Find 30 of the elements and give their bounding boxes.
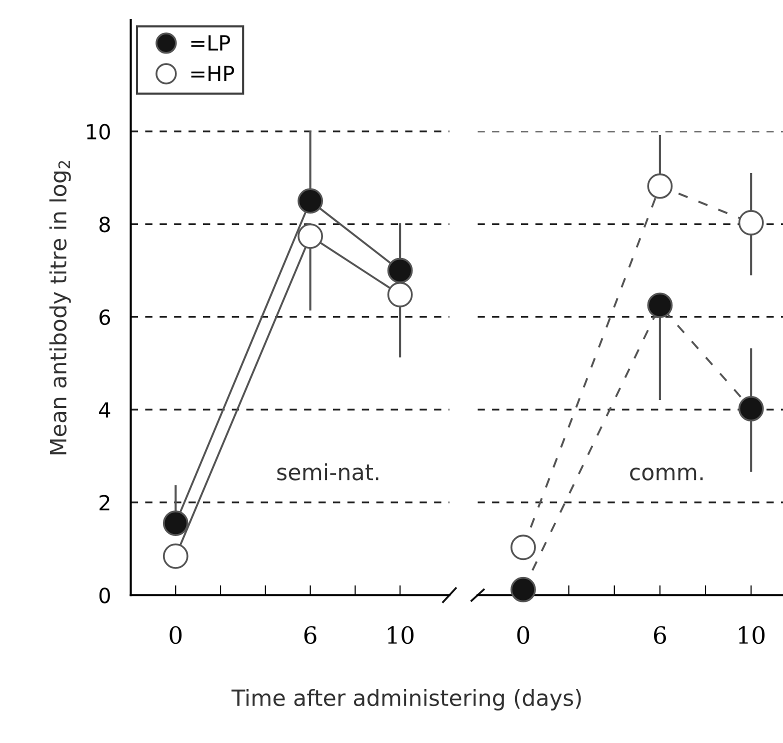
y-tick-label: 2: [100, 494, 110, 510]
point: [510, 576, 536, 602]
point: [298, 223, 324, 249]
legend-label: =HP: [191, 66, 234, 82]
y-tick-label: 4: [99, 402, 110, 418]
point: [647, 173, 673, 199]
x-tick-label: 10: [738, 626, 765, 644]
point: [738, 396, 764, 422]
y-tick-label: 8: [99, 216, 110, 232]
x-tick-label: 0: [170, 626, 182, 644]
point: [738, 210, 764, 236]
y-tick-label: 10: [87, 124, 110, 140]
y-axis-title: Mean antibody titre in log$_{2}$: [49, 161, 71, 454]
point: [510, 534, 536, 560]
point: [387, 282, 413, 308]
point: [162, 510, 188, 536]
x-tick-label: 6: [304, 626, 316, 644]
y-tick-label: 6: [100, 309, 110, 326]
y-tick-label: 0: [99, 588, 110, 604]
x-tick-label: 0: [517, 626, 530, 644]
annotation: semi-nat.: [277, 463, 378, 480]
x-axis-title: Time after administering (days): [232, 688, 581, 710]
point: [162, 543, 188, 569]
annotation: comm.: [630, 468, 703, 480]
legend-label: =LP: [191, 35, 230, 50]
x-tick-label: 6: [654, 626, 666, 644]
point: [387, 258, 413, 284]
point: [298, 188, 324, 214]
point: [647, 292, 673, 318]
x-tick-label: 10: [388, 626, 414, 644]
